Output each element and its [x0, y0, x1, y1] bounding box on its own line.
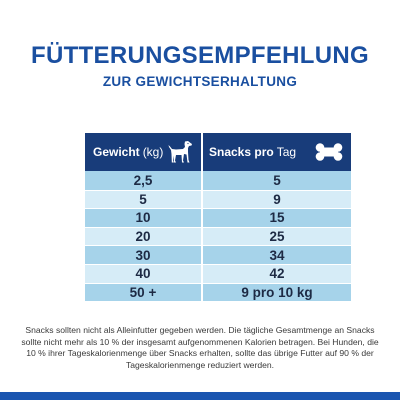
- header-weight-label: Gewicht: [93, 145, 140, 159]
- weight-cell: 30: [85, 245, 201, 264]
- snacks-cell: 25: [203, 226, 351, 246]
- bone-icon: [315, 142, 343, 162]
- snacks-cell: 42: [203, 263, 351, 283]
- page-title: FÜTTERUNGSEMPFEHLUNG: [31, 42, 369, 69]
- snacks-cell: 15: [203, 208, 351, 227]
- weight-cell: 50 +: [85, 282, 201, 302]
- page-subtitle: ZUR GEWICHTSERHALTUNG: [102, 74, 298, 89]
- table-row: 10 15: [85, 208, 351, 227]
- dog-icon: [167, 140, 193, 164]
- snacks-cell: 34: [203, 245, 351, 264]
- weight-cell: 20: [85, 226, 201, 246]
- weight-cell: 5: [85, 189, 201, 209]
- weight-cell: 2,5: [85, 171, 201, 190]
- weight-cell: 40: [85, 263, 201, 283]
- feeding-table: Gewicht (kg) Snacks pro Tag: [85, 133, 351, 302]
- table-row: 40 42: [85, 263, 351, 283]
- weight-cell: 10: [85, 208, 201, 227]
- table-row: 20 25: [85, 226, 351, 246]
- header-weight-unit: (kg): [142, 145, 164, 159]
- header-weight: Gewicht (kg): [85, 133, 201, 171]
- snacks-cell: 9 pro 10 kg: [203, 282, 351, 302]
- header-snacks-label: Snacks pro: [209, 145, 274, 159]
- header-snacks-unit: Tag: [276, 145, 297, 159]
- bottom-accent-bar: [0, 392, 400, 400]
- table-row: 2,5 5: [85, 171, 351, 190]
- table-row: 50 + 9 pro 10 kg: [85, 282, 351, 302]
- table-row: 30 34: [85, 245, 351, 264]
- table-header: Gewicht (kg) Snacks pro Tag: [85, 133, 351, 171]
- header-snacks: Snacks pro Tag: [203, 133, 351, 171]
- feeding-note: Snacks sollten nicht als Alleinfutter ge…: [21, 325, 379, 370]
- table-row: 5 9: [85, 189, 351, 209]
- snacks-cell: 5: [203, 171, 351, 190]
- snacks-cell: 9: [203, 189, 351, 209]
